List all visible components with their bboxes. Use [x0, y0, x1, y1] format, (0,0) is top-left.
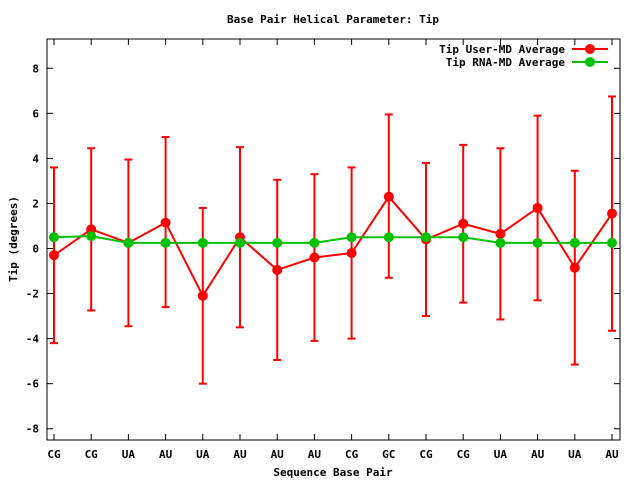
series-line — [53, 235, 612, 244]
x-tick-label: AU — [531, 448, 545, 461]
data-point — [123, 237, 134, 248]
x-tick-label: CG — [47, 448, 61, 461]
data-point — [197, 237, 208, 248]
data-point — [569, 262, 580, 273]
data-point — [383, 232, 394, 243]
x-tick-label: CG — [85, 448, 99, 461]
x-tick-label: CG — [457, 448, 471, 461]
y-tick-label: 8 — [32, 62, 39, 75]
x-tick-label: AU — [308, 448, 322, 461]
data-point — [607, 208, 617, 219]
x-tick-label: UA — [122, 448, 136, 461]
y-axis-label: Tip (degrees) — [7, 196, 20, 282]
x-tick-label: AU — [271, 448, 285, 461]
legend-label: Tip RNA-MD Average — [446, 56, 566, 69]
data-point — [495, 237, 506, 248]
data-point — [49, 250, 59, 261]
data-point — [160, 217, 171, 228]
data-point — [197, 290, 208, 301]
data-point — [309, 252, 320, 263]
data-point — [160, 237, 171, 248]
x-axis-label: Sequence Base Pair — [273, 466, 393, 479]
x-tick-label: GC — [382, 448, 395, 461]
legend-swatch-marker — [585, 57, 595, 67]
legend-swatch-marker — [585, 44, 595, 54]
data-point — [532, 237, 543, 248]
x-tick-label: UA — [196, 448, 210, 461]
y-tick-label: 4 — [32, 152, 39, 165]
data-point — [346, 248, 357, 259]
data-point — [607, 237, 617, 248]
data-point — [86, 231, 97, 242]
chart-title: Base Pair Helical Parameter: Tip — [227, 13, 439, 26]
y-tick-label: 0 — [32, 243, 39, 256]
data-point — [532, 202, 543, 213]
data-point — [458, 232, 469, 243]
legend-label: Tip User-MD Average — [439, 43, 565, 56]
plot-frame — [46, 38, 621, 441]
x-tick-label: AU — [605, 448, 619, 461]
x-tick-label: CG — [345, 448, 359, 461]
y-tick-label: -4 — [26, 333, 40, 346]
data-point — [383, 191, 394, 202]
axis-ticks: -8 -6 -4 -2 0 2 4 6 8 CG CG UA AU UA AU AU AU CG GC CG CG UA A… — [26, 39, 620, 461]
x-tick-label: CG — [419, 448, 433, 461]
y-tick-label: -8 — [26, 423, 39, 436]
x-tick-label: UA — [494, 448, 508, 461]
y-tick-label: 6 — [32, 107, 39, 120]
data-point — [235, 237, 245, 248]
data-point — [495, 228, 506, 239]
data-point — [272, 237, 283, 248]
data-point — [272, 264, 283, 275]
x-tick-label: UA — [568, 448, 582, 461]
data-point — [421, 232, 431, 243]
series-layer — [49, 95, 617, 385]
series-2 — [49, 231, 617, 248]
x-tick-label: AU — [159, 448, 173, 461]
y-tick-label: -2 — [26, 288, 39, 301]
data-point — [458, 218, 469, 229]
data-point — [49, 232, 59, 243]
data-point — [569, 237, 580, 248]
series-line — [53, 195, 613, 298]
y-tick-label: 2 — [32, 197, 39, 210]
data-point — [309, 237, 320, 248]
x-tick-label: AU — [233, 448, 247, 461]
y-tick-label: -6 — [26, 378, 40, 391]
data-point — [346, 232, 357, 243]
